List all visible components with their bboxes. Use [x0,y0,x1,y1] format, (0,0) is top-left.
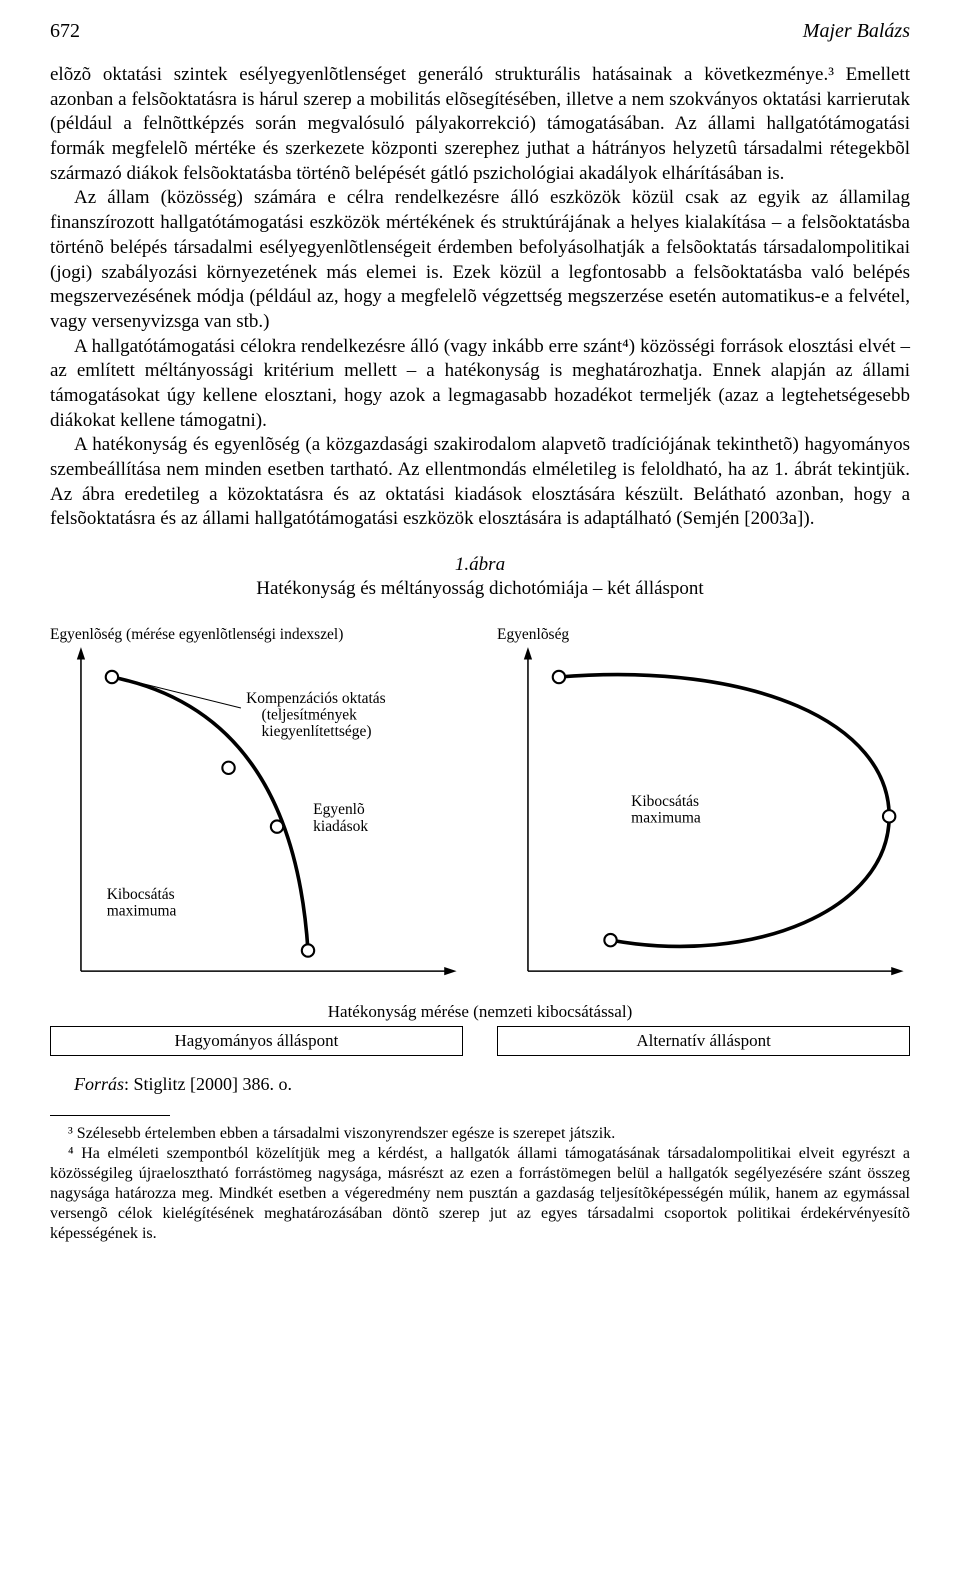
page-number: 672 [50,20,80,43]
left-label-mid-l1: Egyenlõ [313,801,365,818]
left-y-axis-label: Egyenlõség (mérése egyenlõtlenségi index… [50,626,343,643]
footnotes: ³ Szélesebb értelemben ebben a társadalm… [50,1124,910,1244]
right-standpoint: Alternatív álláspont [497,1026,910,1056]
left-label-top-l1: Kompenzációs oktatás [246,690,386,707]
footnote-separator [50,1115,170,1116]
x-axis-label: Hatékonyság mérése (nemzeti kibocsátássa… [50,1002,910,1022]
right-marker-top [553,671,565,683]
paragraph-2: Az állam (közösség) számára e célra rend… [50,186,910,334]
right-curve [559,675,889,947]
left-label-bot-l1: Kibocsátás [107,886,175,903]
right-y-axis-label: Egyenlõség [497,626,569,643]
right-label-mid-l2: maximuma [631,810,701,827]
chart-area: Egyenlõség (mérése egyenlõtlenségi index… [50,616,910,996]
x-axis-arrow [891,967,903,975]
y-axis-arrow [524,647,532,659]
x-axis-arrow [444,967,456,975]
figure-1: 1.ábra Hatékonyság és méltányosság dicho… [50,554,910,1095]
page-header: 672 Majer Balázs [50,20,910,43]
right-label-mid-l1: Kibocsátás [631,793,699,810]
right-marker-bottom [605,934,617,946]
left-label-top-l2: (teljesítmények [262,706,358,723]
chart-left-svg: Egyenlõség (mérése egyenlõtlenségi index… [50,616,463,996]
page-author: Majer Balázs [803,20,910,43]
y-axis-arrow [77,647,85,659]
figure-source: Forrás: Stiglitz [2000] 386. o. [50,1074,910,1095]
paragraph-1: elõzõ oktatási szintek esélyegyenlõtlens… [50,63,910,186]
source-text: : Stiglitz [2000] 386. o. [124,1074,292,1094]
left-leader-top [120,678,241,708]
paragraph-4: A hatékonyság és egyenlõség (a közgazdas… [50,433,910,532]
left-marker-bottom [302,944,314,956]
chart-left-panel: Egyenlõség (mérése egyenlõtlenségi index… [50,616,463,996]
source-label: Forrás [74,1074,124,1094]
left-marker-mid [222,762,234,774]
left-label-mid-l2: kiadások [313,818,368,835]
chart-right-svg: Egyenlõség Kibocsátás maximuma [497,616,910,996]
figure-title: Hatékonyság és méltányosság dichotómiája… [50,578,910,600]
left-standpoint: Hagyományos álláspont [50,1026,463,1056]
left-label-top-l3: kiegyenlítettsége) [262,723,372,740]
body-text: elõzõ oktatási szintek esélyegyenlõtlens… [50,63,910,532]
footnote-3: ³ Szélesebb értelemben ebben a társadalm… [50,1124,910,1144]
left-marker-top [106,671,118,683]
paragraph-3: A hallgatótámogatási célokra rendelkezés… [50,335,910,434]
left-marker-mid2 [271,821,283,833]
left-label-bot-l2: maximuma [107,902,177,919]
chart-right-panel: Egyenlõség Kibocsátás maximuma [497,616,910,996]
footnote-4: ⁴ Ha elméleti szempontból közelítjük meg… [50,1144,910,1244]
right-marker-right [883,810,895,822]
figure-number: 1.ábra [50,554,910,576]
standpoint-row: Hagyományos álláspont Alternatív álláspo… [50,1026,910,1056]
